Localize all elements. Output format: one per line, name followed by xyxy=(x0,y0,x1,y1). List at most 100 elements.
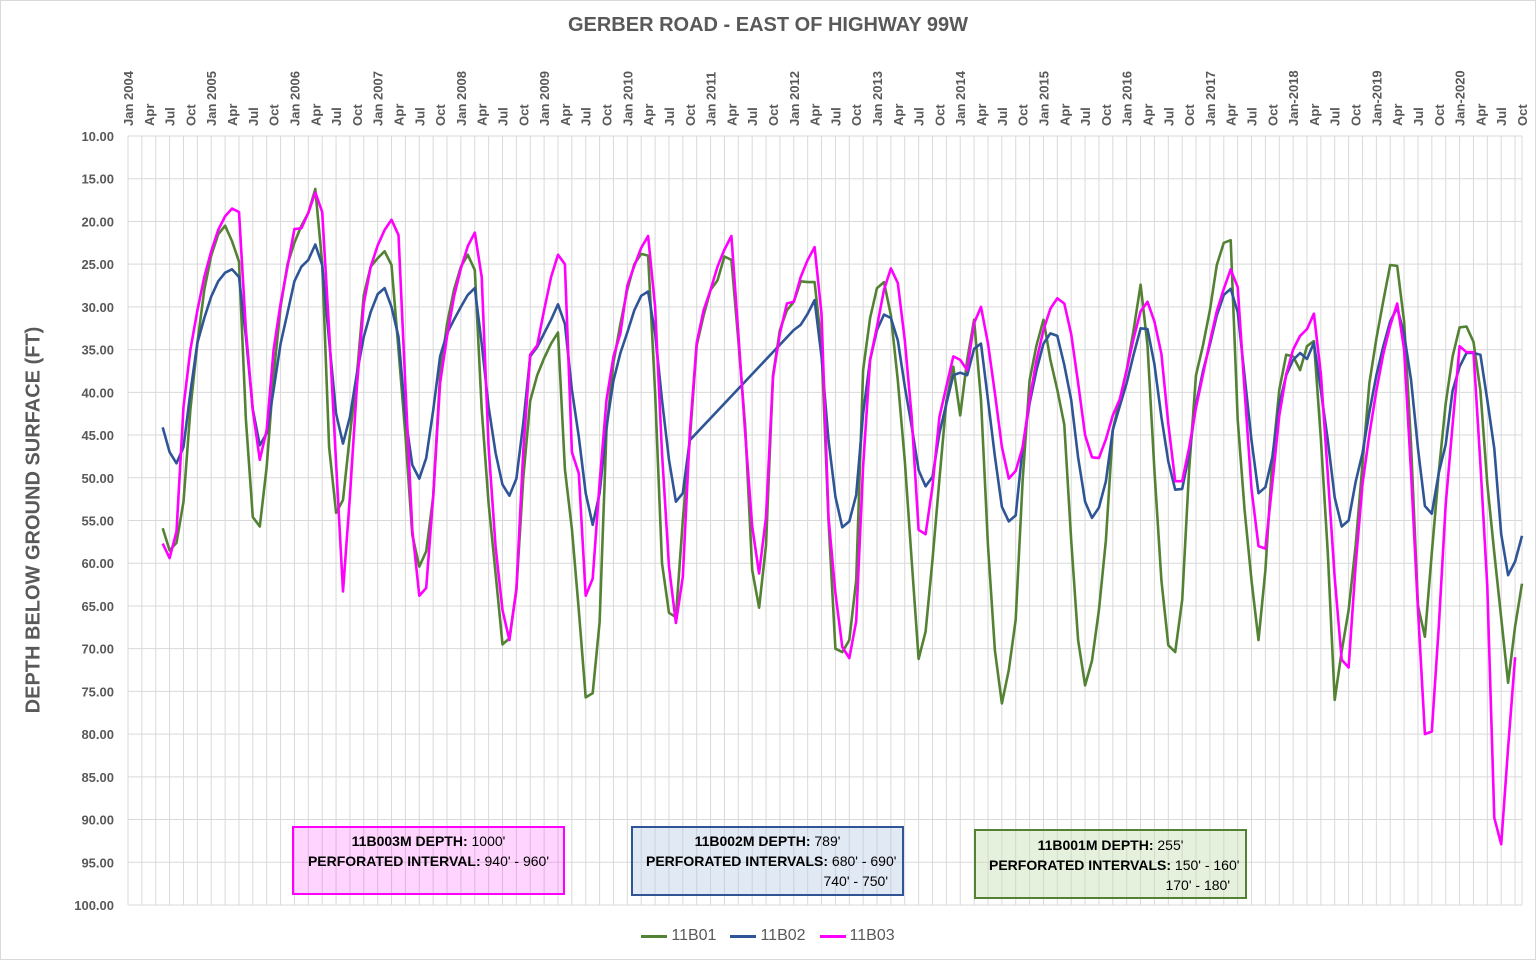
y-tick-label: 80.00 xyxy=(81,727,114,742)
x-tick-label: Oct xyxy=(1099,104,1114,126)
legend-item-11b02: 11B02 xyxy=(730,927,806,945)
x-tick-label: Jul xyxy=(1161,107,1176,126)
x-tick-label: Jan-2018 xyxy=(1286,70,1301,126)
perf-label: PERFORATED INTERVAL: xyxy=(307,853,481,869)
y-tick-label: 50.00 xyxy=(81,471,114,486)
x-tick-label: Jan 2016 xyxy=(1120,71,1135,126)
y-tick-label: 35.00 xyxy=(81,343,114,358)
x-tick-label: Apr xyxy=(974,104,989,126)
x-tick-label: Jul xyxy=(329,107,344,126)
legend-item-11b03: 11B03 xyxy=(819,927,895,945)
x-tick-label: Jan-2019 xyxy=(1369,70,1384,126)
x-tick-label: Jan 2010 xyxy=(620,71,635,126)
legend-item-11b01: 11B01 xyxy=(641,927,716,945)
series-line-11b02 xyxy=(161,243,1524,577)
x-tick-label: Oct xyxy=(683,104,698,126)
y-tick-label: 25.00 xyxy=(81,257,114,272)
x-tick-label: Jul xyxy=(745,107,760,126)
x-tick-label: Apr xyxy=(1224,104,1239,126)
perf-label: PERFORATED INTERVALS: xyxy=(646,853,829,869)
x-tick-label: Oct xyxy=(516,104,531,126)
y-tick-label: 75.00 xyxy=(81,684,114,699)
x-tick-label: Apr xyxy=(475,104,490,126)
well-depth: 1000' xyxy=(471,833,506,849)
x-tick-label: Jul xyxy=(1245,107,1260,126)
well-depth: 255' xyxy=(1157,837,1184,853)
x-tick-label: Jul xyxy=(1078,107,1093,126)
x-tick-label: Apr xyxy=(1390,104,1405,126)
x-tick-label: Apr xyxy=(225,104,240,126)
y-tick-label: 60.00 xyxy=(81,556,114,571)
x-tick-label: Oct xyxy=(183,104,198,126)
x-tick-label: Jul xyxy=(246,107,261,126)
x-tick-label: Jul xyxy=(496,107,511,126)
x-tick-label: Oct xyxy=(433,104,448,126)
x-tick-label: Jan 2004 xyxy=(121,70,136,126)
x-tick-label: Jul xyxy=(579,107,594,126)
perf-interval-2: 170' - 180' xyxy=(1165,877,1230,893)
x-tick-label: Oct xyxy=(1349,104,1364,126)
x-tick-label: Jul xyxy=(412,107,427,126)
x-tick-label: Oct xyxy=(1182,104,1197,126)
x-tick-label: Apr xyxy=(558,104,573,126)
x-tick-label: Jan-2020 xyxy=(1453,70,1468,126)
y-tick-label: 95.00 xyxy=(81,855,114,870)
x-tick-label: Jan 2012 xyxy=(787,71,802,126)
y-tick-label: 20.00 xyxy=(81,214,114,229)
annotation-11b002m: 11B002M DEPTH: 789' PERFORATED INTERVALS… xyxy=(631,826,904,896)
x-tick-label: Apr xyxy=(1473,104,1488,126)
perf-interval-2: 740' - 750' xyxy=(823,873,888,889)
x-tick-label: Jan 2009 xyxy=(537,71,552,126)
x-tick-label: Jul xyxy=(163,107,178,126)
x-tick-label: Oct xyxy=(267,104,282,126)
annotation-11b003m: 11B003M DEPTH: 1000' PERFORATED INTERVAL… xyxy=(292,826,565,895)
x-tick-label: Apr xyxy=(641,104,656,126)
y-tick-label: 40.00 xyxy=(81,385,114,400)
perf-interval-1: 680' - 690' xyxy=(831,853,897,869)
x-tick-label: Jan 2011 xyxy=(704,72,719,126)
x-tick-label: Apr xyxy=(1307,104,1322,126)
legend-label: 11B03 xyxy=(849,927,895,944)
well-depth: 789' xyxy=(814,833,841,849)
y-tick-label: 15.00 xyxy=(81,172,114,187)
x-tick-label: Oct xyxy=(1016,104,1031,126)
x-tick-label: Jan 2014 xyxy=(953,70,968,126)
x-tick-label: Oct xyxy=(600,104,615,126)
annotation-11b001m: 11B001M DEPTH: 255' PERFORATED INTERVALS… xyxy=(974,829,1247,899)
x-tick-label: Jul xyxy=(1411,107,1426,126)
x-tick-label: Apr xyxy=(724,104,739,126)
legend-label: 11B02 xyxy=(760,927,806,944)
y-tick-label: 30.00 xyxy=(81,300,114,315)
x-tick-label: Jan 2013 xyxy=(870,71,885,126)
x-tick-label: Apr xyxy=(891,104,906,126)
y-tick-label: 100.00 xyxy=(74,898,114,913)
x-tick-label: Jan 2017 xyxy=(1203,71,1218,126)
y-tick-label: 10.00 xyxy=(81,129,114,144)
y-tick-label: 90.00 xyxy=(81,813,114,828)
legend-swatch xyxy=(819,934,846,938)
legend-swatch xyxy=(730,934,757,938)
legend-label: 11B01 xyxy=(671,927,717,944)
well-name-label: 11B002M DEPTH: xyxy=(694,833,811,849)
perf-interval-1: 150' - 160' xyxy=(1174,857,1240,873)
series-line-11b01 xyxy=(161,187,1524,705)
x-tick-label: Jul xyxy=(995,107,1010,126)
y-tick-label: 45.00 xyxy=(81,428,114,443)
x-tick-label: Jan 2006 xyxy=(287,71,302,126)
well-name-label: 11B001M DEPTH: xyxy=(1037,837,1154,853)
y-tick-label: 65.00 xyxy=(81,599,114,614)
x-tick-label: Jul xyxy=(828,107,843,126)
chart-title: GERBER ROAD - EAST OF HIGHWAY 99W xyxy=(567,14,969,36)
y-tick-label: 70.00 xyxy=(81,642,114,657)
x-tick-label: Jan 2007 xyxy=(371,71,386,126)
x-tick-label: Jul xyxy=(912,107,927,126)
legend-swatch xyxy=(641,934,668,938)
perf-label: PERFORATED INTERVALS: xyxy=(989,857,1172,873)
x-tick-label: Oct xyxy=(849,104,864,126)
x-tick-label: Oct xyxy=(1515,104,1530,126)
x-tick-label: Oct xyxy=(1265,104,1280,126)
y-tick-label: 85.00 xyxy=(81,770,114,785)
x-tick-label: Jul xyxy=(1328,107,1343,126)
x-tick-label: Oct xyxy=(350,104,365,126)
